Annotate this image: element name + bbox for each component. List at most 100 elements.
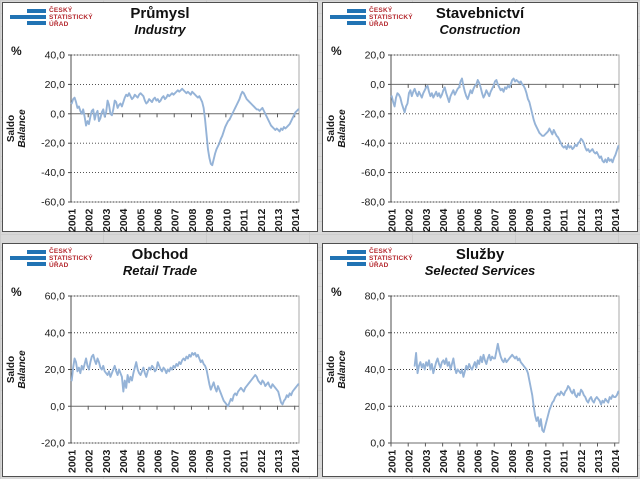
svg-text:-80,0: -80,0 xyxy=(361,197,385,209)
svg-text:0,0: 0,0 xyxy=(50,108,65,120)
csu-logo-line: ÚŘAD xyxy=(49,262,69,269)
y-axis xyxy=(68,295,72,444)
y-axis-labels: 20,0 0,0 -20,0 -40,0 -60,0 -80,0 xyxy=(361,50,385,209)
svg-text:2007: 2007 xyxy=(490,449,502,473)
svg-text:0,0: 0,0 xyxy=(370,79,385,91)
svg-text:2006: 2006 xyxy=(153,208,165,232)
csu-logo: ČESKÝ STATISTICKÝ ÚŘAD xyxy=(10,248,93,269)
series-line xyxy=(390,77,620,164)
svg-text:2002: 2002 xyxy=(84,449,96,473)
y-axis xyxy=(68,54,72,203)
gridlines xyxy=(71,54,299,203)
svg-text:2009: 2009 xyxy=(524,208,536,232)
csu-logo-line: ÚŘAD xyxy=(369,262,389,269)
panel-industry: ČESKÝ STATISTICKÝ ÚŘAD Průmysl Industry … xyxy=(2,2,318,232)
csu-logo: ČESKÝ STATISTICKÝ ÚŘAD xyxy=(330,7,413,28)
svg-text:40,0: 40,0 xyxy=(365,364,386,376)
svg-text:2011: 2011 xyxy=(239,209,251,232)
panel-construction: ČESKÝ STATISTICKÝ ÚŘAD Stavebnictví Cons… xyxy=(322,2,638,232)
svg-text:2003: 2003 xyxy=(421,449,433,473)
csu-logo-line: ČESKÝ xyxy=(49,7,73,14)
svg-text:2008: 2008 xyxy=(507,449,519,473)
svg-text:2002: 2002 xyxy=(84,208,96,232)
panel-services: ČESKÝ STATISTICKÝ ÚŘAD Služby Selected S… xyxy=(322,243,638,477)
chart-header: Služby Selected Services xyxy=(323,246,637,279)
svg-text:2010: 2010 xyxy=(221,208,233,232)
svg-text:2002: 2002 xyxy=(404,208,416,232)
svg-text:2005: 2005 xyxy=(135,208,147,232)
svg-text:-40,0: -40,0 xyxy=(41,167,65,179)
y-axis-title-en: Balance xyxy=(17,109,28,148)
csu-logo-line: ČESKÝ xyxy=(49,248,73,255)
svg-text:2012: 2012 xyxy=(256,208,268,232)
chart-subtitle: Construction xyxy=(439,22,521,37)
csu-logo-bars-icon xyxy=(10,250,46,269)
svg-text:2012: 2012 xyxy=(256,449,268,473)
y-axis-title-en: Balance xyxy=(17,350,28,389)
csu-logo-text: ČESKÝ STATISTICKÝ ÚŘAD xyxy=(49,7,93,28)
svg-text:2013: 2013 xyxy=(593,449,605,473)
svg-text:2008: 2008 xyxy=(187,208,199,232)
y-axis-labels: 60,0 40,0 20,0 0,0 -20,0 xyxy=(41,291,65,450)
y-axis-title-cs: Saldo xyxy=(326,356,337,383)
svg-text:40,0: 40,0 xyxy=(45,327,66,339)
svg-text:2003: 2003 xyxy=(101,208,113,232)
y-axis xyxy=(388,295,392,444)
svg-text:2007: 2007 xyxy=(170,208,182,232)
y-axis-title-cs: Saldo xyxy=(326,115,337,142)
y-axis-title-cs: Saldo xyxy=(6,356,17,383)
gridlines xyxy=(391,54,619,203)
y-axis-title-en: Balance xyxy=(337,350,348,389)
chart-title: Průmysl xyxy=(130,5,190,22)
svg-text:2001: 2001 xyxy=(67,449,79,473)
svg-text:0,0: 0,0 xyxy=(50,401,65,413)
series-line xyxy=(70,352,300,408)
chart-title: Obchod xyxy=(131,246,189,263)
svg-text:80,0: 80,0 xyxy=(365,291,386,303)
csu-logo-bars-icon xyxy=(330,9,366,28)
svg-text:2011: 2011 xyxy=(239,450,251,473)
svg-text:2014: 2014 xyxy=(290,208,302,232)
svg-text:-20,0: -20,0 xyxy=(41,138,65,150)
csu-logo-line: STATISTICKÝ xyxy=(369,14,413,21)
svg-text:2013: 2013 xyxy=(593,208,605,232)
svg-text:2001: 2001 xyxy=(387,208,399,232)
svg-text:-60,0: -60,0 xyxy=(41,197,65,209)
csu-logo-bars-icon xyxy=(330,250,366,269)
svg-text:2001: 2001 xyxy=(387,449,399,473)
x-axis-labels: 2001 2002 2003 2004 2005 2006 2007 2008 2009 2010… xyxy=(67,449,303,473)
svg-text:2006: 2006 xyxy=(153,449,165,473)
svg-text:2009: 2009 xyxy=(204,449,216,473)
chart-title: Služby xyxy=(455,246,505,263)
plot-area xyxy=(70,54,300,203)
svg-text:2007: 2007 xyxy=(170,449,182,473)
svg-text:2004: 2004 xyxy=(118,449,130,473)
svg-text:20,0: 20,0 xyxy=(45,364,66,376)
chart-title: Stavebnictví xyxy=(435,5,525,22)
csu-logo: ČESKÝ STATISTICKÝ ÚŘAD xyxy=(330,248,413,269)
svg-text:-20,0: -20,0 xyxy=(361,108,385,120)
zero-axis xyxy=(70,113,299,118)
csu-logo-line: STATISTICKÝ xyxy=(369,255,413,262)
csu-logo-line: ÚŘAD xyxy=(369,21,389,28)
series-line xyxy=(413,342,620,433)
y-axis-title-cs: Saldo xyxy=(6,115,17,142)
chart-header: Průmysl Industry xyxy=(3,5,317,38)
csu-logo: ČESKÝ STATISTICKÝ ÚŘAD xyxy=(10,7,93,28)
svg-text:2007: 2007 xyxy=(490,208,502,232)
svg-text:-20,0: -20,0 xyxy=(41,438,65,450)
svg-text:20,0: 20,0 xyxy=(45,79,66,91)
svg-text:2012: 2012 xyxy=(576,449,588,473)
chart-header: Stavebnictví Construction xyxy=(323,5,637,38)
svg-text:2004: 2004 xyxy=(438,449,450,473)
svg-text:-60,0: -60,0 xyxy=(361,167,385,179)
svg-text:2005: 2005 xyxy=(455,449,467,473)
svg-text:2005: 2005 xyxy=(135,449,147,473)
unit-label: % xyxy=(331,44,342,58)
svg-text:2004: 2004 xyxy=(118,208,130,232)
svg-text:2010: 2010 xyxy=(541,449,553,473)
